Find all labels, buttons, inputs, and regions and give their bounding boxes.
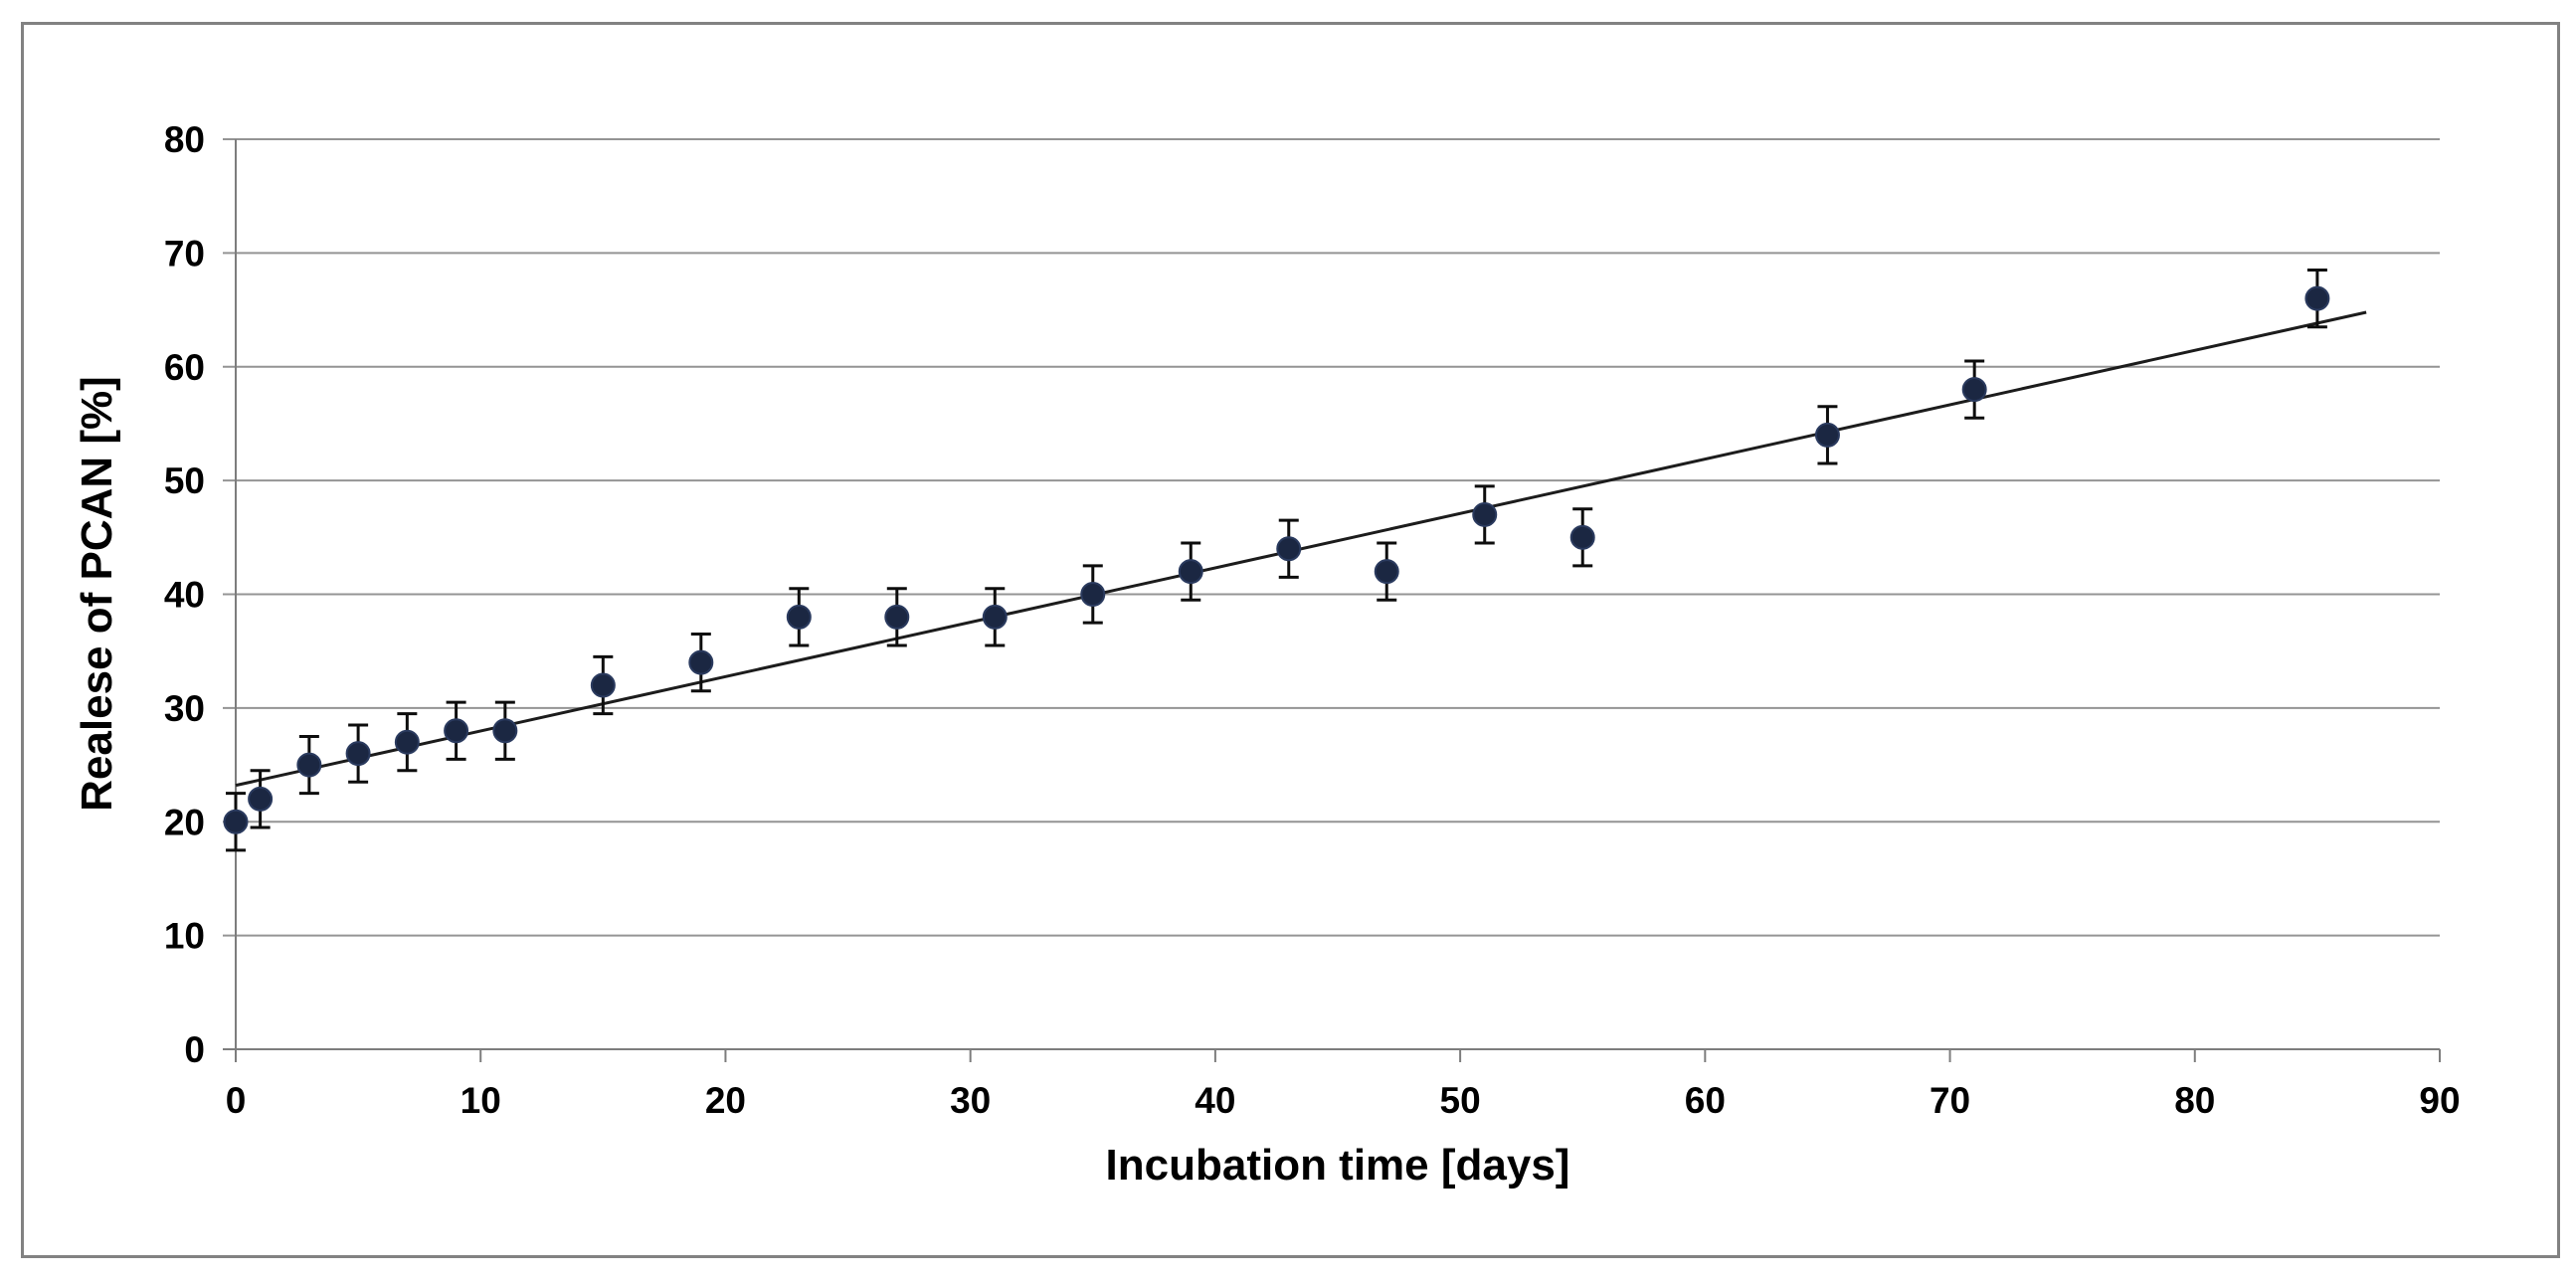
y-tick-labels: 0 10 20 30 40 50 60 70 80 — [164, 119, 205, 1070]
y-tick-label: 0 — [184, 1029, 205, 1070]
y-tick-label: 40 — [164, 575, 205, 616]
data-point-marker — [1961, 377, 1987, 403]
error-bars — [226, 269, 2327, 852]
data-point-marker — [1814, 422, 1840, 448]
x-tick-label: 50 — [1440, 1080, 1481, 1121]
data-point-marker — [982, 604, 1008, 630]
data-point-marker — [1374, 559, 1399, 585]
data-point-marker — [345, 741, 371, 767]
data-point-marker — [2304, 285, 2330, 311]
y-tick-label: 20 — [164, 802, 205, 842]
x-tick-label: 90 — [2419, 1080, 2460, 1121]
x-tick-labels: 0 10 20 30 40 50 60 70 80 90 — [226, 1080, 2461, 1121]
x-tick-label: 10 — [460, 1080, 501, 1121]
x-tick-label: 70 — [1930, 1080, 1970, 1121]
data-point-marker — [492, 718, 518, 744]
gridlines — [223, 138, 2440, 937]
x-tick-label: 20 — [705, 1080, 746, 1121]
x-tick-label: 80 — [2174, 1080, 2215, 1121]
x-tick-label: 60 — [1685, 1080, 1726, 1121]
data-point-marker — [444, 718, 469, 744]
x-tick-label: 40 — [1195, 1080, 1235, 1121]
x-tick-label: 30 — [950, 1080, 991, 1121]
data-point-marker — [248, 786, 274, 812]
y-tick-label: 80 — [164, 119, 205, 160]
axes — [223, 139, 2441, 1062]
data-point-marker — [296, 752, 322, 778]
y-axis-title: Realese of PCAN [%] — [73, 376, 121, 812]
data-point-marker — [1472, 501, 1498, 527]
y-tick-label: 70 — [164, 233, 205, 274]
data-point-marker — [394, 729, 420, 755]
data-point-marker — [1178, 559, 1203, 585]
y-tick-label: 60 — [164, 347, 205, 388]
data-point-marker — [688, 649, 714, 675]
data-point-marker — [884, 604, 910, 630]
data-point-marker — [223, 809, 249, 834]
data-point-marker — [786, 604, 812, 630]
data-point-marker — [1276, 536, 1302, 562]
y-tick-label: 30 — [164, 688, 205, 729]
x-axis-title: Incubation time [days] — [1105, 1141, 1570, 1190]
y-tick-label: 10 — [164, 916, 205, 957]
data-points — [223, 285, 2330, 834]
data-point-marker — [590, 672, 616, 698]
data-point-marker — [1569, 524, 1595, 550]
data-point-marker — [1080, 582, 1106, 607]
y-tick-label: 50 — [164, 460, 205, 501]
chart-outer-frame — [21, 22, 2560, 1258]
x-tick-label: 0 — [226, 1080, 247, 1121]
